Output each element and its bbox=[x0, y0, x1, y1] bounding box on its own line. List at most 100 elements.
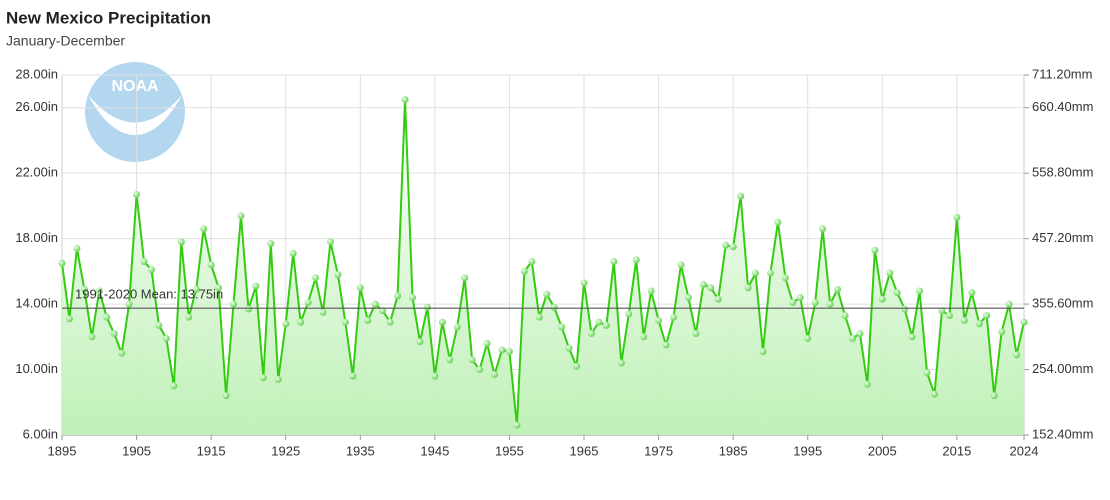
point bbox=[960, 316, 968, 324]
point bbox=[759, 348, 767, 356]
y2-tick-label: 660.40mm bbox=[1032, 99, 1093, 114]
point bbox=[856, 330, 864, 338]
point bbox=[804, 334, 812, 342]
point bbox=[162, 334, 170, 342]
x-tick-label: 1945 bbox=[420, 443, 449, 458]
point bbox=[916, 287, 924, 295]
point bbox=[863, 380, 871, 388]
point bbox=[684, 294, 692, 302]
point bbox=[774, 218, 782, 226]
y2-tick-label: 457.20mm bbox=[1032, 230, 1093, 245]
point bbox=[565, 344, 573, 352]
point bbox=[453, 323, 461, 331]
point bbox=[841, 312, 849, 320]
point bbox=[945, 312, 953, 320]
point bbox=[110, 330, 118, 338]
point bbox=[990, 392, 998, 400]
y-tick-label: 6.00in bbox=[23, 426, 58, 441]
point bbox=[826, 300, 834, 308]
point bbox=[513, 421, 521, 429]
point bbox=[632, 256, 640, 264]
point bbox=[379, 307, 387, 315]
point bbox=[573, 362, 581, 370]
y2-tick-label: 254.00mm bbox=[1032, 361, 1093, 376]
point bbox=[811, 298, 819, 306]
point bbox=[244, 305, 252, 313]
point bbox=[587, 330, 595, 338]
x-tick-label: 1915 bbox=[197, 443, 226, 458]
point bbox=[446, 356, 454, 364]
point bbox=[319, 308, 327, 316]
x-tick-label: 2005 bbox=[868, 443, 897, 458]
point bbox=[386, 318, 394, 326]
point bbox=[968, 289, 976, 297]
point bbox=[222, 392, 230, 400]
point bbox=[908, 333, 916, 341]
point bbox=[230, 300, 238, 308]
point bbox=[103, 313, 111, 321]
x-tick-label: 1925 bbox=[271, 443, 300, 458]
point bbox=[543, 290, 551, 298]
point bbox=[155, 321, 163, 329]
point bbox=[677, 261, 685, 269]
point bbox=[625, 310, 633, 318]
y2-tick-label: 355.60mm bbox=[1032, 296, 1093, 311]
point bbox=[655, 316, 663, 324]
point bbox=[297, 318, 305, 326]
point bbox=[349, 372, 357, 380]
area bbox=[62, 99, 1024, 435]
x-tick-label: 1985 bbox=[719, 443, 748, 458]
point bbox=[401, 96, 409, 104]
point bbox=[416, 338, 424, 346]
point bbox=[147, 266, 155, 274]
point bbox=[998, 328, 1006, 336]
point bbox=[192, 285, 200, 293]
point bbox=[431, 372, 439, 380]
point bbox=[789, 298, 797, 306]
point bbox=[252, 282, 260, 290]
point bbox=[595, 318, 603, 326]
x-tick-label: 1895 bbox=[48, 443, 77, 458]
point bbox=[177, 238, 185, 246]
point bbox=[498, 346, 506, 354]
logo: NOAA bbox=[85, 62, 185, 162]
point bbox=[901, 305, 909, 313]
point bbox=[923, 369, 931, 377]
point bbox=[729, 243, 737, 251]
point bbox=[871, 246, 879, 254]
point bbox=[535, 313, 543, 321]
point bbox=[73, 244, 81, 252]
point bbox=[766, 269, 774, 277]
point bbox=[133, 190, 141, 198]
point bbox=[237, 212, 245, 220]
point bbox=[737, 192, 745, 200]
point bbox=[647, 287, 655, 295]
point bbox=[58, 259, 66, 267]
point bbox=[819, 225, 827, 233]
point bbox=[886, 269, 894, 277]
chart-subtitle: January-December bbox=[6, 33, 125, 49]
point bbox=[259, 374, 267, 382]
point bbox=[558, 323, 566, 331]
point bbox=[364, 316, 372, 324]
point bbox=[215, 284, 223, 292]
point bbox=[267, 240, 275, 248]
point bbox=[274, 375, 282, 383]
point bbox=[796, 294, 804, 302]
point bbox=[893, 289, 901, 297]
point bbox=[326, 238, 334, 246]
point bbox=[334, 271, 342, 279]
point bbox=[483, 339, 491, 347]
x-tick-label: 2015 bbox=[942, 443, 971, 458]
y-tick-label: 26.00in bbox=[15, 99, 58, 114]
y2-tick-label: 558.80mm bbox=[1032, 165, 1093, 180]
point bbox=[185, 313, 193, 321]
point bbox=[580, 279, 588, 287]
point bbox=[781, 274, 789, 282]
point bbox=[170, 382, 178, 390]
point bbox=[408, 294, 416, 302]
point bbox=[722, 241, 730, 249]
y-tick-label: 18.00in bbox=[15, 230, 58, 245]
point bbox=[953, 213, 961, 221]
